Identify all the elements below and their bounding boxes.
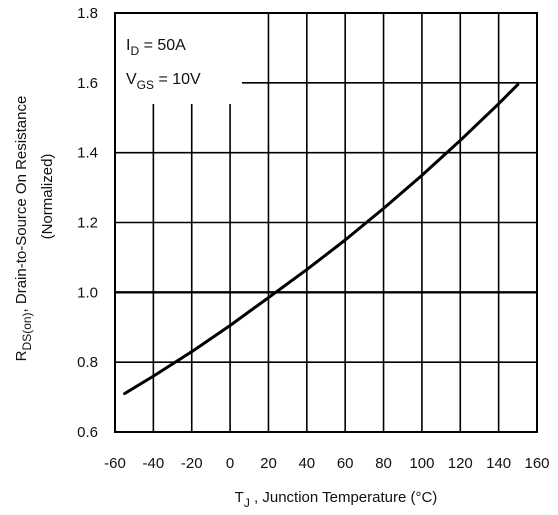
- x-tick-label: 0: [226, 455, 234, 472]
- y-tick-label: 1.8: [77, 5, 98, 22]
- x-tick-label: -20: [181, 455, 203, 472]
- series-line: [123, 83, 520, 396]
- y-tick-labels: 0.6 0.8 1.0 1.2 1.4 1.6 1.8: [77, 5, 98, 441]
- x-tick-label: 40: [298, 455, 315, 472]
- series-layer: [123, 83, 520, 396]
- plot-frame: [114, 12, 538, 433]
- y-tick-label: 1.0: [77, 284, 98, 301]
- y-tick-label: 0.6: [77, 424, 98, 441]
- x-tick-labels: -60 -40 -20 0 20 40 60 80 100 120 140 160: [104, 455, 549, 472]
- x-tick-label: -40: [143, 455, 165, 472]
- annotation-drain-current: ID = 50A: [126, 37, 186, 58]
- x-tick-label: 60: [337, 455, 354, 472]
- y-tick-label: 1.4: [77, 145, 98, 162]
- x-axis-label: TJ , Junction Temperature (°C): [235, 489, 438, 510]
- y-tick-label: 1.6: [77, 75, 98, 92]
- legend-background: [116, 14, 242, 104]
- annotation-gate-voltage: VGS = 10V: [126, 71, 201, 92]
- y-axis-label-line2: (Normalized): [39, 154, 56, 240]
- x-tick-label: 140: [486, 455, 511, 472]
- x-tick-label: 160: [524, 455, 549, 472]
- y-axis-label-line1: RDS(on), Drain-to-Source On Resistance: [13, 96, 34, 362]
- x-tick-label: 80: [375, 455, 392, 472]
- y-tick-label: 0.8: [77, 354, 98, 371]
- x-tick-label: -60: [104, 455, 126, 472]
- x-tick-label: 20: [260, 455, 277, 472]
- y-tick-label: 1.2: [77, 215, 98, 232]
- y-axis-label: RDS(on), Drain-to-Source On Resistance (…: [13, 96, 56, 362]
- x-tick-label: 100: [409, 455, 434, 472]
- x-tick-label: 120: [448, 455, 473, 472]
